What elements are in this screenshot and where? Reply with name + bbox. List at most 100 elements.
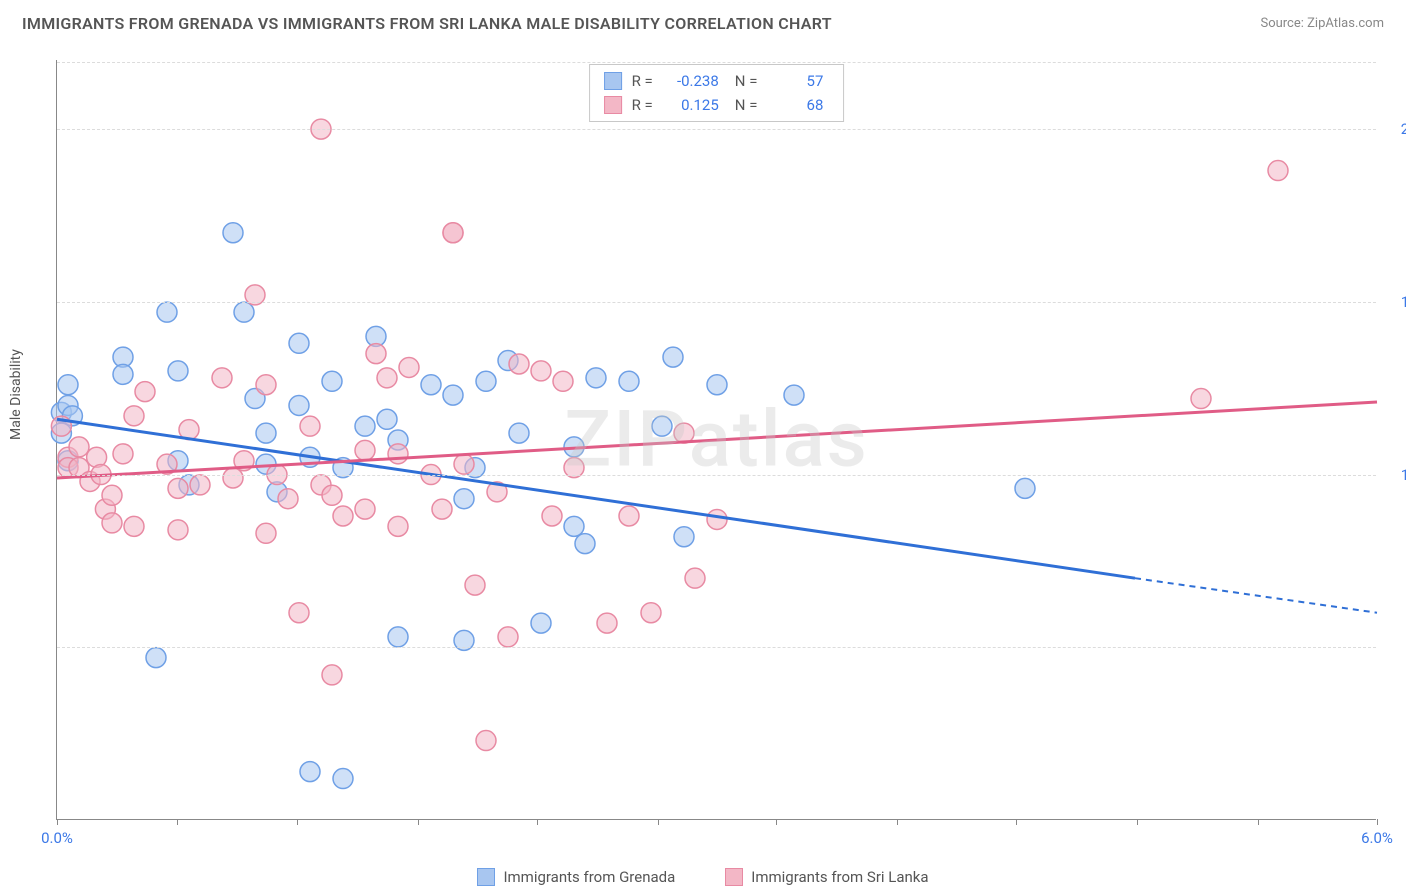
x-tick [177,819,178,825]
data-point [190,475,210,495]
data-point [289,333,309,353]
data-point [223,468,243,488]
data-point [322,371,342,391]
data-point [256,523,276,543]
data-point [641,603,661,623]
scatter-svg [57,60,1376,819]
data-point [355,416,375,436]
y-tick-label: 15.0% [1381,293,1406,311]
legend-label: Immigrants from Grenada [503,868,675,886]
data-point [443,385,463,405]
data-point [1268,161,1288,181]
gridline [57,647,1376,648]
data-point [124,516,144,536]
data-point [454,489,474,509]
x-tick [1377,819,1378,825]
x-tick [297,819,298,825]
stats-r-label: R = [632,69,653,93]
legend-label: Immigrants from Sri Lanka [751,868,928,886]
x-tick [1137,819,1138,825]
data-point [707,509,727,529]
gridline [57,475,1376,476]
swatch-icon [725,868,743,886]
data-point [509,354,529,374]
data-point [388,444,408,464]
swatch-icon [604,96,622,114]
data-point [278,489,298,509]
data-point [597,613,617,633]
legend-item-grenada: Immigrants from Grenada [477,868,675,886]
stats-n-label: N = [735,69,758,93]
data-point [377,409,397,429]
y-tick-label: 20.0% [1381,120,1406,138]
data-point [102,485,122,505]
data-point [333,769,353,789]
gridline [57,129,1376,130]
data-point [476,371,496,391]
data-point [168,478,188,498]
data-point [102,513,122,533]
data-point [256,423,276,443]
y-axis-label: Male Disability [8,349,24,440]
stats-r-value: 0.125 [669,93,719,117]
data-point [542,506,562,526]
data-point [322,485,342,505]
data-point [355,440,375,460]
data-point [333,506,353,526]
x-tick [776,819,777,825]
y-tick-label: 5.0% [1381,638,1406,656]
stats-row-grenada: R = -0.238 N = 57 [604,69,830,93]
data-point [113,444,133,464]
data-point [289,395,309,415]
data-point [443,223,463,243]
swatch-icon [477,868,495,886]
data-point [498,627,518,647]
data-point [168,361,188,381]
data-point [465,575,485,595]
trend-line [57,419,1135,578]
data-point [300,416,320,436]
x-tick [658,819,659,825]
y-tick-label: 10.0% [1381,466,1406,484]
data-point [69,437,89,457]
data-point [366,344,386,364]
data-point [146,648,166,668]
data-point [784,385,804,405]
bottom-legend: Immigrants from Grenada Immigrants from … [0,868,1406,886]
data-point [135,382,155,402]
data-point [377,368,397,388]
swatch-icon [604,72,622,90]
source-label: Source: ZipAtlas.com [1260,16,1384,31]
data-point [476,731,496,751]
stats-n-label: N = [735,93,758,117]
data-point [509,423,529,443]
data-point [619,506,639,526]
data-point [531,613,551,633]
data-point [586,368,606,388]
chart-plot-area: ZIPatlas R = -0.238 N = 57 R = 0.125 N =… [56,60,1376,820]
chart-title: IMMIGRANTS FROM GRENADA VS IMMIGRANTS FR… [22,14,832,33]
data-point [432,499,452,519]
data-point [663,347,683,367]
data-point [619,371,639,391]
data-point [454,454,474,474]
stats-r-label: R = [632,93,653,117]
data-point [212,368,232,388]
data-point [1015,478,1035,498]
x-tick [418,819,419,825]
data-point [256,375,276,395]
x-tick [537,819,538,825]
legend-item-srilanka: Immigrants from Sri Lanka [725,868,928,886]
data-point [223,223,243,243]
stats-legend-box: R = -0.238 N = 57 R = 0.125 N = 68 [589,64,845,122]
data-point [553,371,573,391]
data-point [1191,389,1211,409]
stats-row-srilanka: R = 0.125 N = 68 [604,93,830,117]
data-point [157,302,177,322]
data-point [388,516,408,536]
x-tick [897,819,898,825]
data-point [531,361,551,381]
trend-line-extrapolated [1135,578,1377,613]
x-tick [57,819,58,825]
x-tick-label: 0.0% [41,829,73,847]
